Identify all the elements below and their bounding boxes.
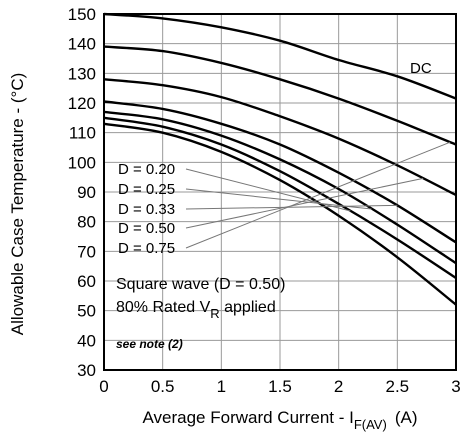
rated-vr-note: 80% Rated VR applied (116, 299, 276, 321)
y-tick-label: 50 (77, 302, 96, 321)
series-line-d-0-75 (103, 45, 457, 146)
label-d-0-75: D = 0.75 (118, 240, 175, 257)
y-axis-title: Allowable Case Temperature - (°C) (8, 73, 27, 336)
plot-frame (103, 13, 457, 371)
y-tick-label: 120 (68, 94, 96, 113)
series-line-d-0-20 (103, 116, 457, 280)
y-tick-label: 140 (68, 35, 96, 54)
label-d-0-25: D = 0.25 (118, 181, 175, 198)
x-tick-label: 2.5 (386, 377, 410, 396)
y-tick-label: 150 (68, 5, 96, 24)
x-tick-labels: 0 0.5 1 1.5 2 2.5 3 (99, 377, 460, 396)
leader-line (185, 204, 398, 210)
leader-line (185, 141, 451, 249)
leader-line (185, 188, 372, 210)
label-dc: DC (410, 60, 432, 77)
y-tick-label: 30 (77, 361, 96, 380)
series-line-d-0-25 (103, 110, 457, 265)
y-tick-label: 40 (77, 331, 96, 350)
y-tick-label: 70 (77, 242, 96, 261)
x-axis-title-subscript: F(AV) (354, 417, 387, 432)
x-axis-title-main: Average Forward Current - I (143, 408, 354, 427)
x-tick-label: 0.5 (151, 377, 175, 396)
rated-vr-prefix: 80% Rated V (116, 299, 211, 316)
label-leader-lines (185, 141, 451, 249)
square-wave-note: Square wave (D = 0.50) (116, 276, 285, 293)
series-line-dc (103, 12, 457, 100)
y-tick-label: 110 (69, 124, 96, 143)
y-tick-label: 90 (77, 183, 96, 202)
x-tick-label: 0 (99, 377, 108, 396)
y-tick-label: 60 (77, 272, 96, 291)
grid (103, 13, 457, 371)
label-d-0-50: D = 0.50 (118, 220, 175, 237)
rated-vr-subscript: R (210, 306, 219, 321)
x-tick-label: 2 (334, 377, 343, 396)
rated-vr-suffix: applied (220, 299, 276, 316)
x-axis-title: Average Forward Current - IF(AV) (A) (143, 408, 418, 432)
x-axis-title-unit: (A) (395, 408, 418, 427)
series-curves (103, 12, 457, 306)
series-line-unlabeled-6 (103, 122, 457, 306)
y-tick-label: 130 (68, 64, 96, 83)
leader-line (185, 177, 424, 229)
x-tick-label: 1.5 (268, 377, 292, 396)
see-note: see note (2) (116, 337, 183, 351)
label-d-0-20: D = 0.20 (118, 161, 175, 178)
label-d-0-33: D = 0.33 (118, 201, 175, 218)
y-tick-label: 100 (68, 153, 96, 172)
y-tick-label: 80 (77, 213, 96, 232)
x-tick-label: 3 (451, 377, 460, 396)
series-line-d-0-50 (103, 78, 457, 197)
leader-line (185, 168, 351, 212)
y-tick-labels: 30 40 50 60 70 80 90 100 110 120 130 140 150 (68, 5, 96, 380)
x-tick-label: 1 (217, 377, 226, 396)
